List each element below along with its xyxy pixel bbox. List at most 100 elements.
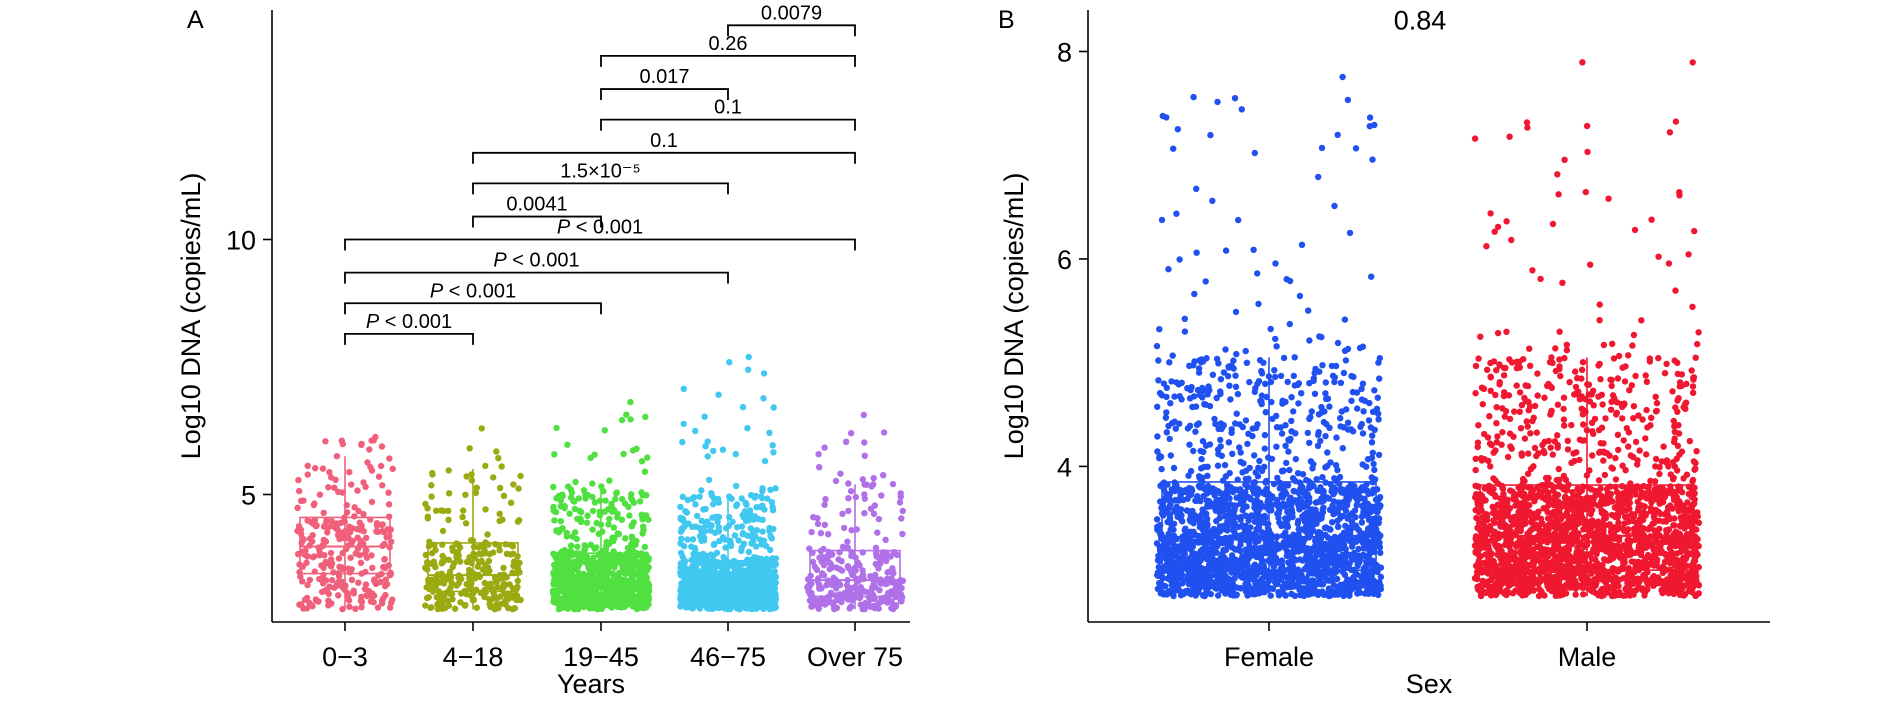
data-point — [623, 585, 631, 593]
data-point — [753, 543, 760, 550]
data-point — [1339, 445, 1347, 452]
data-point — [303, 594, 311, 602]
data-point — [377, 462, 385, 470]
data-point — [346, 603, 353, 610]
data-point — [1251, 388, 1259, 396]
data-point — [1350, 555, 1358, 562]
data-point — [1306, 439, 1313, 446]
data-point — [1242, 347, 1249, 355]
data-point — [1288, 417, 1295, 425]
data-point — [1214, 446, 1222, 453]
data-point — [551, 517, 558, 524]
data-point — [1170, 520, 1178, 527]
data-point — [1261, 431, 1269, 439]
panel-letter: A — [187, 6, 204, 34]
data-point — [679, 438, 686, 446]
data-point — [330, 569, 337, 576]
data-point — [1158, 465, 1165, 473]
data-point — [1359, 538, 1367, 546]
data-point — [608, 500, 615, 508]
data-point — [896, 499, 904, 506]
data-point — [380, 564, 387, 571]
data-point — [515, 517, 523, 524]
data-point — [741, 601, 748, 608]
data-point — [362, 581, 370, 588]
data-point — [389, 465, 396, 472]
data-point — [1193, 577, 1200, 584]
data-point — [1346, 560, 1353, 567]
data-point — [325, 597, 332, 604]
data-point — [678, 525, 686, 532]
data-point — [752, 566, 759, 573]
data-point — [589, 572, 596, 579]
data-point — [848, 527, 855, 534]
data-point — [567, 486, 575, 493]
data-point — [815, 451, 822, 458]
data-point — [1296, 292, 1304, 300]
data-point — [721, 536, 729, 543]
data-point — [890, 602, 897, 609]
data-point — [454, 548, 462, 555]
data-point — [620, 450, 627, 458]
data-point — [1221, 461, 1229, 469]
data-point — [422, 602, 429, 609]
data-point — [1186, 441, 1193, 448]
data-point — [1338, 541, 1346, 549]
data-point — [688, 584, 695, 591]
data-point — [468, 559, 475, 567]
data-point — [472, 489, 480, 497]
data-point — [759, 598, 766, 606]
data-point — [354, 487, 361, 494]
data-point — [1320, 418, 1328, 426]
data-point — [335, 592, 342, 599]
data-point — [365, 587, 372, 595]
data-point — [379, 482, 386, 489]
data-point — [1360, 408, 1367, 415]
data-point — [642, 413, 649, 421]
data-point — [1335, 523, 1342, 530]
data-point — [477, 589, 484, 596]
data-point — [1227, 396, 1234, 403]
data-point — [861, 439, 868, 446]
data-point — [835, 556, 842, 563]
data-point — [487, 603, 494, 611]
data-point — [897, 490, 904, 497]
data-point — [699, 558, 706, 565]
data-point — [561, 553, 568, 561]
data-point — [832, 477, 840, 485]
data-point — [448, 590, 456, 598]
data-point — [1233, 494, 1240, 501]
data-point — [772, 485, 779, 492]
data-point — [710, 447, 717, 455]
data-point — [1287, 561, 1295, 568]
data-point — [374, 579, 381, 586]
data-point — [1288, 428, 1295, 435]
data-point — [1232, 513, 1239, 521]
data-point — [334, 531, 342, 539]
data-point — [628, 553, 635, 560]
data-point — [1368, 273, 1375, 280]
data-point — [1284, 537, 1291, 544]
data-point — [759, 487, 766, 495]
data-point — [837, 470, 844, 477]
data-point — [769, 442, 776, 449]
data-point — [510, 481, 517, 488]
data-point — [1245, 582, 1252, 589]
data-point — [591, 589, 598, 596]
data-point — [1358, 519, 1366, 526]
data-point — [496, 547, 503, 554]
group-0 — [294, 433, 396, 613]
data-point — [752, 533, 759, 540]
box — [427, 542, 519, 593]
data-point — [1153, 342, 1161, 350]
y-tick-label: 6 — [1057, 245, 1072, 275]
comparison-bracket — [600, 88, 729, 101]
data-point — [766, 576, 773, 583]
data-point — [299, 578, 306, 585]
data-point — [714, 562, 721, 570]
data-point — [1334, 131, 1341, 139]
data-point — [862, 599, 869, 607]
data-point — [515, 485, 522, 492]
data-point — [368, 552, 375, 559]
data-point — [825, 531, 832, 538]
